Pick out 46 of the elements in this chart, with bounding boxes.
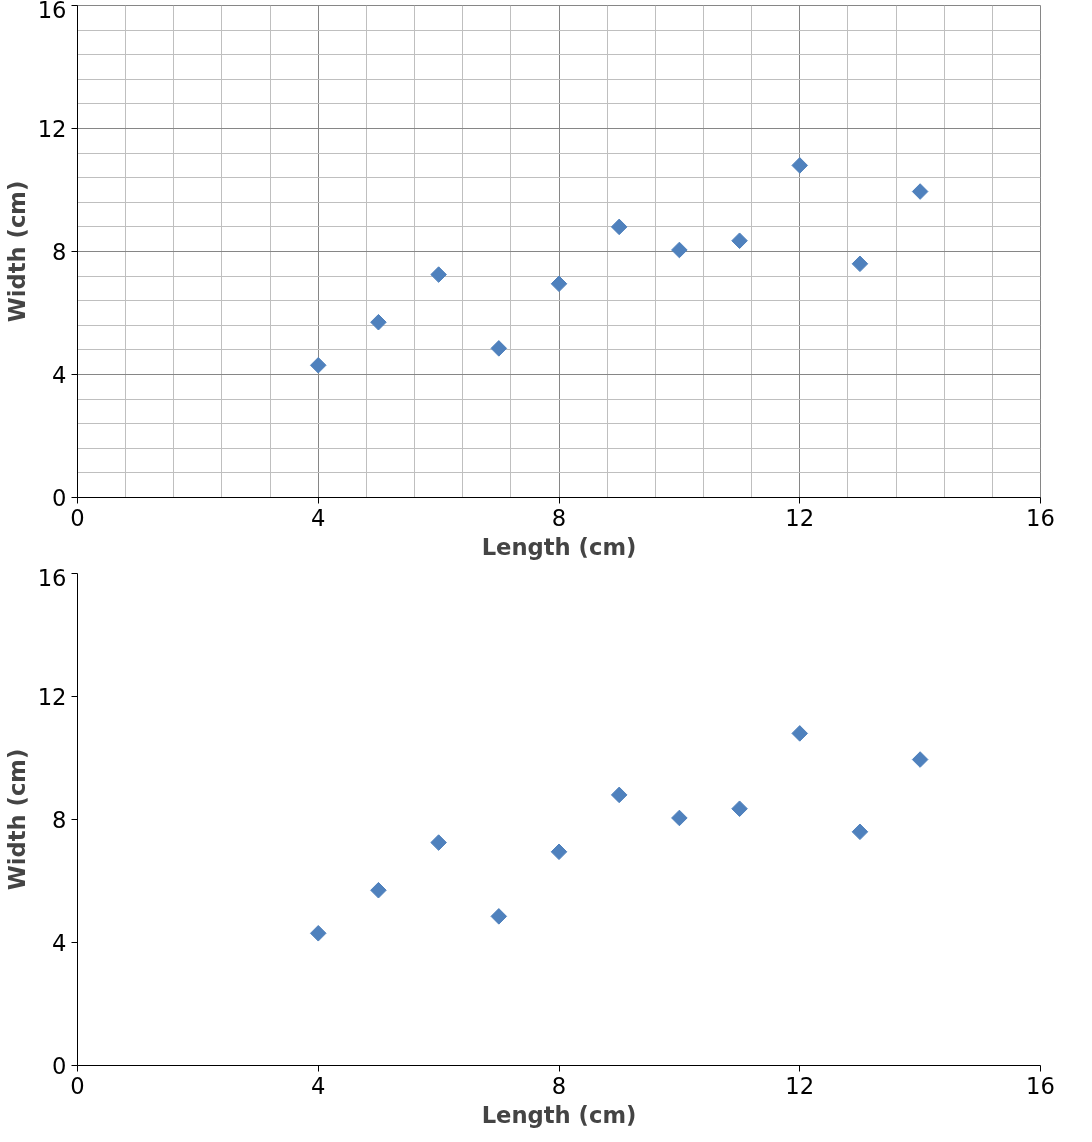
point — [911, 751, 929, 768]
x-tick-label: 12 — [785, 1072, 815, 1099]
x-tick-label: 8 — [551, 1072, 567, 1099]
point — [671, 241, 688, 259]
x-axis-title: Length (cm) — [481, 533, 637, 560]
point — [430, 266, 447, 283]
point — [370, 313, 387, 331]
x-tick-label: 4 — [311, 504, 326, 531]
point — [731, 800, 748, 818]
y-tick-label: 0 — [52, 485, 67, 511]
point — [851, 823, 869, 841]
point — [731, 232, 748, 250]
x-tick-label: 0 — [70, 504, 85, 531]
y-axis-title: Width (cm) — [3, 180, 30, 323]
y-tick-label: 8 — [52, 807, 67, 833]
x-axis-title: Length (cm) — [481, 1101, 637, 1128]
y-tick-label: 16 — [37, 564, 67, 591]
x-tick-label: 0 — [70, 1072, 85, 1099]
point — [370, 881, 387, 899]
y-tick-label: 4 — [52, 930, 67, 956]
point — [791, 725, 809, 742]
point — [671, 809, 688, 827]
y-tick-label: 0 — [52, 1053, 67, 1079]
y-axis-title: Width (cm) — [3, 748, 30, 891]
y-tick-label: 16 — [37, 0, 67, 23]
point — [610, 218, 628, 236]
point — [550, 275, 568, 293]
y-tick-label: 4 — [52, 362, 67, 388]
point — [309, 357, 327, 374]
point — [911, 183, 929, 200]
x-tick-label: 16 — [1026, 504, 1055, 531]
point — [851, 255, 869, 273]
point — [490, 908, 508, 925]
y-tick-label: 8 — [52, 239, 67, 265]
point — [610, 786, 628, 804]
y-tick-label: 12 — [37, 116, 67, 142]
point — [490, 340, 508, 357]
point — [430, 834, 447, 851]
point — [550, 843, 568, 861]
x-tick-label: 4 — [311, 1072, 326, 1099]
y-tick-label: 12 — [37, 684, 67, 710]
x-tick-label: 16 — [1026, 1072, 1055, 1099]
x-tick-label: 12 — [785, 504, 815, 531]
point — [309, 925, 327, 942]
point — [791, 157, 809, 174]
x-tick-label: 8 — [551, 504, 567, 531]
